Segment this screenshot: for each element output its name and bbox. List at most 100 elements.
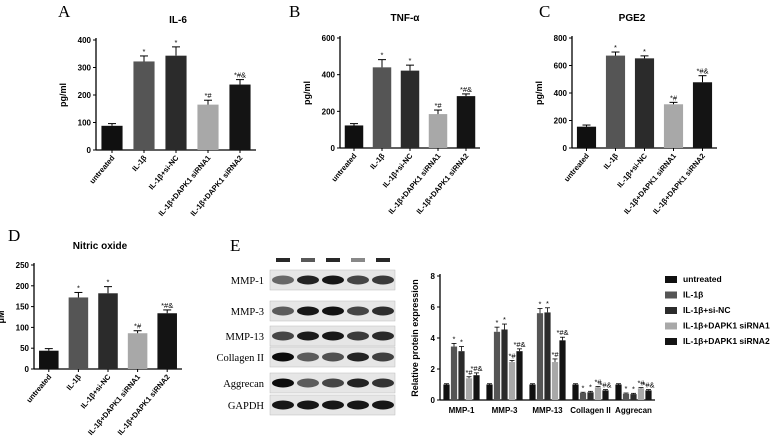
significance-label: *# [670, 93, 678, 102]
y-tick-label: 400 [554, 89, 568, 98]
y-tick-label: 50 [20, 344, 29, 353]
protein-band [297, 352, 319, 362]
category-label: IL-1β+DAPK1 siRNA2 [651, 152, 707, 216]
protein-band [272, 306, 294, 316]
significance-label: *# [508, 351, 516, 360]
y-tick-label: 0 [87, 146, 92, 155]
panel-label-A: A [58, 2, 71, 21]
bar [605, 55, 626, 148]
category-label: IL-1β+DAPK1 siRNA2 [116, 373, 172, 437]
category-label: untreated [562, 151, 591, 183]
bar [579, 393, 587, 400]
bar [559, 340, 566, 400]
significance-label: * [503, 315, 506, 324]
bar [127, 333, 148, 369]
bar [516, 351, 523, 400]
bar [450, 346, 458, 400]
panel-label-D: D [8, 226, 20, 245]
bar [486, 384, 493, 400]
protein-band [347, 352, 369, 362]
y-tick-label: 100 [78, 119, 92, 128]
protein-band [322, 352, 344, 362]
bar [630, 394, 637, 400]
significance-label: * [632, 384, 635, 393]
y-axis-label: pg/ml [302, 81, 312, 105]
significance-label: * [582, 383, 585, 392]
protein-band [347, 306, 369, 316]
bar [594, 387, 602, 400]
chart-title: Nitric oxide [73, 241, 128, 252]
protein-band [372, 378, 394, 388]
protein-band [322, 275, 344, 285]
significance-label: *#& [161, 301, 173, 310]
protein-band [347, 400, 369, 410]
bar [473, 375, 480, 400]
category-label: IL-1β+DAPK1 siRNA1 [86, 373, 142, 437]
y-tick-label: 600 [322, 34, 336, 43]
legend-label: IL-1β+DAPK1 siRNA2 [683, 336, 770, 346]
bar [602, 390, 609, 400]
significance-label: *# [637, 379, 645, 388]
protein-band [322, 378, 344, 388]
protein-band [272, 331, 294, 341]
bar [98, 293, 118, 369]
protein-band [297, 331, 319, 341]
y-tick-label: 200 [554, 117, 568, 126]
chart-C: PGE2 0 200 400 600 800 pg/ml untreated * IL-1β * IL… [534, 13, 717, 216]
bar [456, 96, 476, 148]
panel-label-C: C [539, 2, 550, 21]
legend-swatch [665, 276, 677, 283]
significance-label: *#& [513, 340, 525, 349]
y-tick-label: 0 [431, 396, 436, 405]
bar [68, 297, 89, 369]
protein-band [372, 400, 394, 410]
y-tick-label: 200 [16, 282, 30, 291]
bar [101, 125, 123, 150]
category-label: MMP-13 [532, 406, 563, 415]
chart-A: IL-6 0 100 200 300 400 pg/ml untreated * IL-1β * IL… [58, 15, 256, 218]
y-tick-label: 200 [322, 107, 336, 116]
lane-marker [376, 258, 390, 262]
significance-label: * [460, 338, 463, 347]
bar [544, 312, 551, 400]
significance-label: *# [594, 378, 602, 387]
protein-band [372, 331, 394, 341]
y-tick-label: 8 [431, 272, 436, 281]
legend-swatch [665, 338, 677, 345]
bar [692, 82, 713, 148]
significance-label: *#& [556, 328, 568, 337]
bar [536, 313, 544, 400]
bar [458, 351, 465, 400]
bar [587, 392, 594, 400]
category-label: MMP-3 [492, 406, 518, 415]
category-label: untreated [88, 153, 117, 185]
bar [443, 384, 450, 400]
blot-label: MMP-1 [231, 276, 264, 287]
y-tick-label: 150 [16, 303, 30, 312]
category-label: Aggrecan [615, 406, 652, 415]
blot-label: Collagen II [216, 353, 264, 364]
bar [551, 362, 559, 400]
lane-marker [351, 258, 365, 262]
bar [428, 114, 448, 148]
bar [508, 362, 516, 400]
y-tick-label: 200 [78, 91, 92, 100]
category-label: IL-1β [602, 151, 621, 171]
protein-band [272, 378, 294, 388]
legend: untreated IL-1β IL-1β+si-NC IL-1β+DAPK1 siR… [665, 274, 770, 346]
category-label: MMP-1 [449, 406, 475, 415]
protein-band [297, 306, 319, 316]
y-tick-label: 6 [431, 303, 436, 312]
category-label: IL-1β+DAPK1 siRNA1 [622, 152, 678, 216]
chart-D: Nitric oxide 0 50 100 150 200 250 μM untreated * I… [0, 241, 182, 437]
category-label: untreated [24, 372, 53, 404]
bar [501, 329, 508, 400]
y-tick-label: 2 [431, 365, 436, 374]
blot-label: MMP-13 [225, 332, 264, 343]
y-tick-label: 100 [16, 323, 30, 332]
panel-label-E: E [230, 236, 240, 255]
significance-label: * [589, 382, 592, 391]
significance-label: *#& [696, 67, 708, 76]
significance-label: *# [465, 368, 473, 377]
